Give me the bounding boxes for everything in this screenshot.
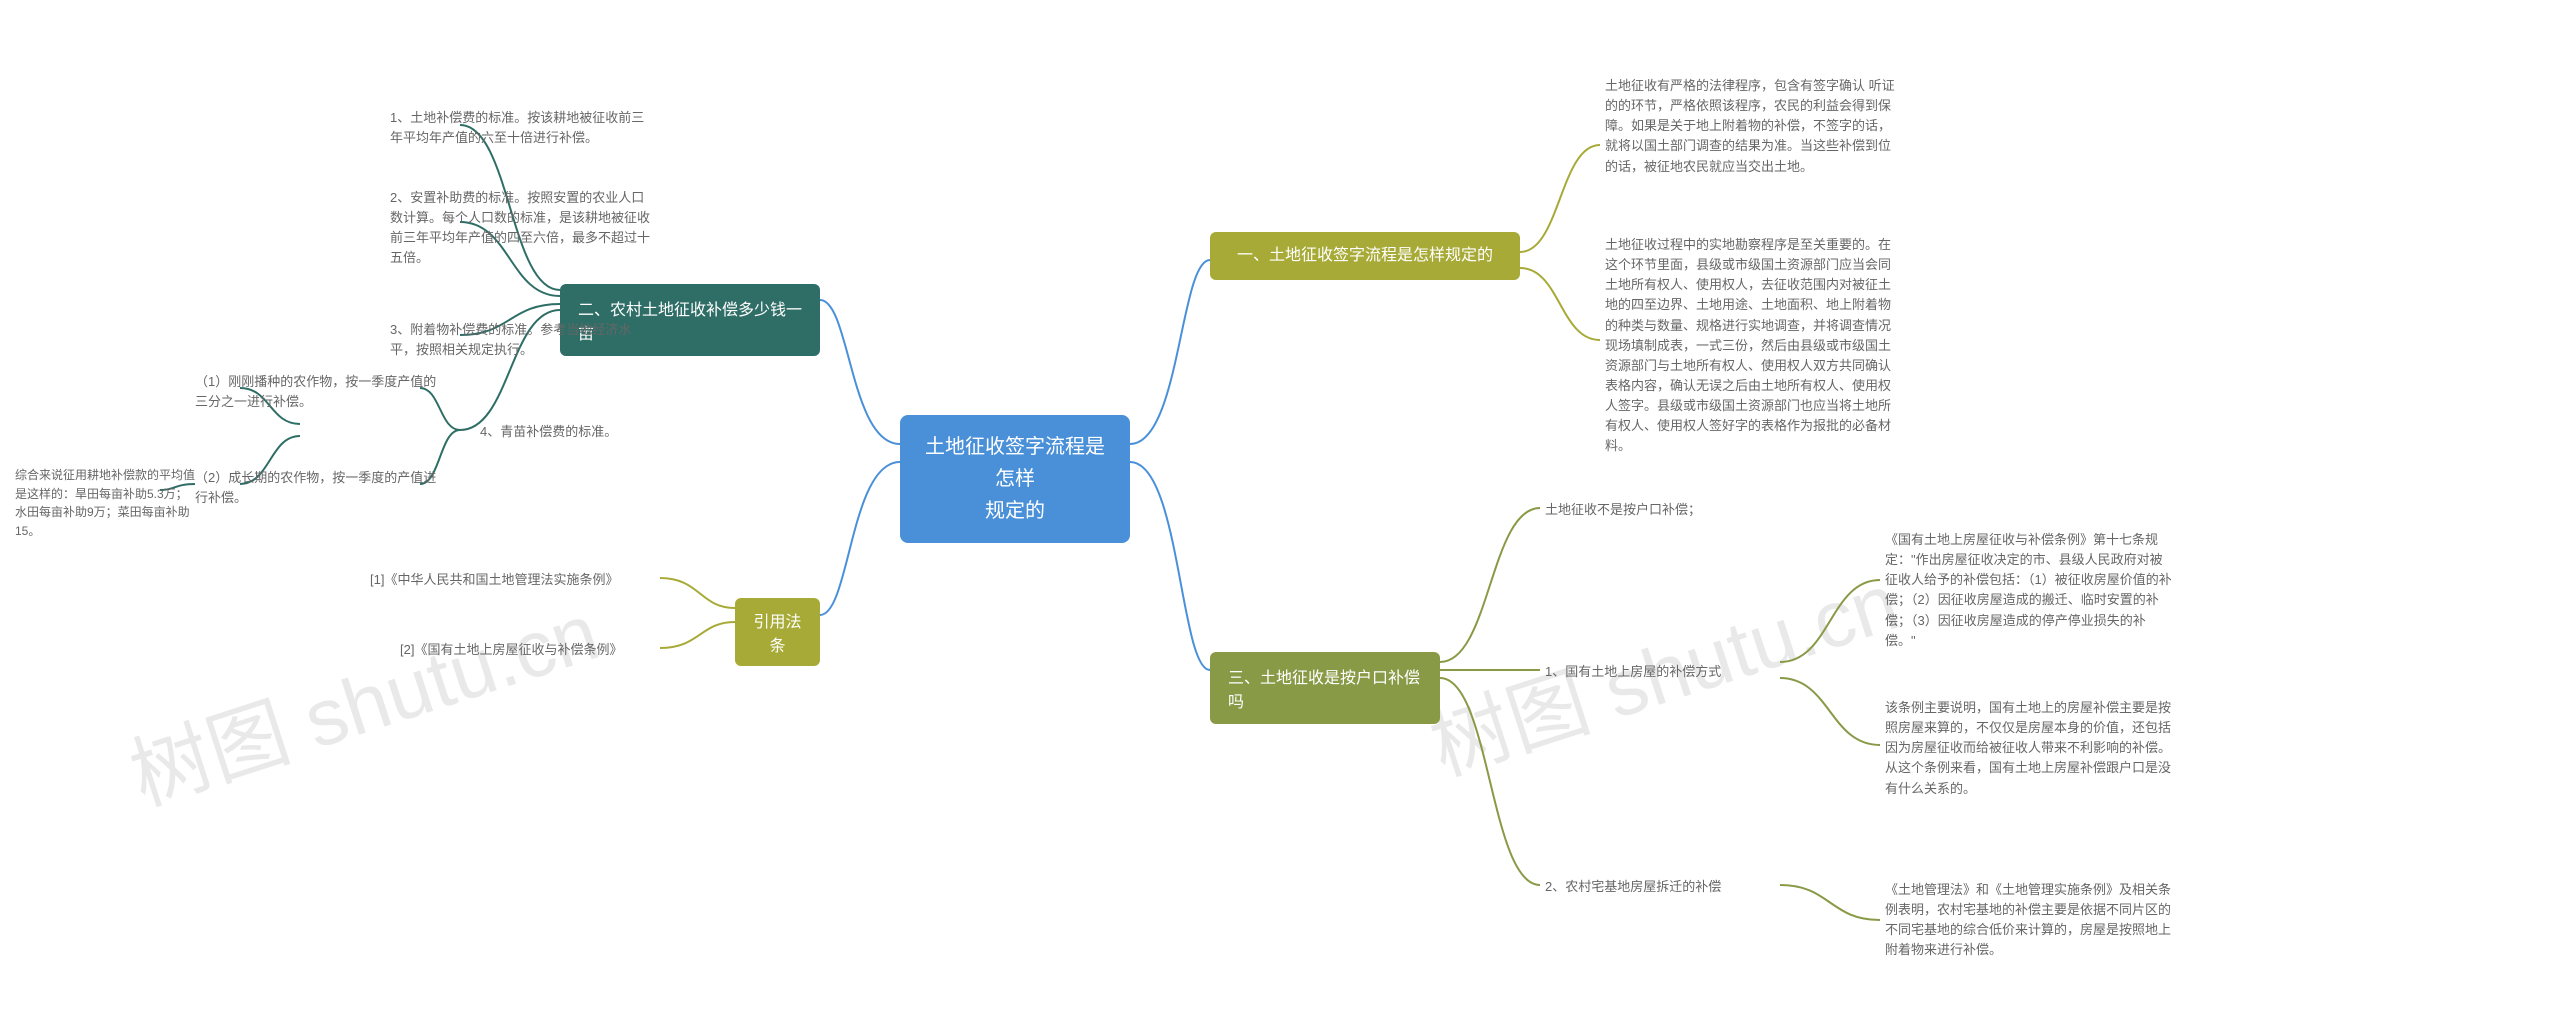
s2-l4-c1b: （1）刚刚播种的农作物，按一季度产值的三分之一进行补偿。: [195, 372, 445, 412]
section-3-label: 三、土地征收是按户口补偿吗: [1228, 664, 1422, 712]
section-3: 三、土地征收是按户口补偿吗: [1210, 652, 1440, 724]
s2-l4-c2b: （2）成长期的农作物，按一季度的产值进行补偿。: [195, 468, 445, 508]
s3-leaf-3-label: 2、农村宅基地房屋拆迁的补偿: [1545, 877, 1721, 897]
s2-l4-c2-c1b: 综合来说征用耕地补偿款的平均值是这样的：旱田每亩补助5.3万；水田每亩补助9万；…: [15, 466, 195, 540]
connectors-left-extra: [0, 0, 2560, 1033]
s3-leaf-2-label: 1、国有土地上房屋的补偿方式: [1545, 662, 1721, 682]
s1-leaf-1: 土地征收有严格的法律程序，包含有签字确认 听证的的环节，严格依照该程序，农民的利…: [1605, 76, 1895, 177]
s1-leaf-2: 土地征收过程中的实地勘察程序是至关重要的。在这个环节里面，县级或市级国土资源部门…: [1605, 235, 1895, 457]
s3-leaf-2-child-1: 《国有土地上房屋征收与补偿条例》第十七条规定："作出房屋征收决定的市、县级人民政…: [1885, 530, 2175, 651]
section-1-label: 一、土地征收签字流程是怎样规定的: [1237, 244, 1493, 268]
watermark: 树图 shutu.cn: [114, 568, 611, 828]
root-node: 土地征收签字流程是怎样 规定的: [900, 415, 1130, 543]
s3-leaf-1: 土地征收不是按户口补偿；: [1545, 500, 1701, 520]
s3-leaf-2-child-2: 该条例主要说明，国有土地上的房屋补偿主要是按照房屋来算的，不仅仅是房屋本身的价值…: [1885, 698, 2175, 799]
s2-leaf-3b: 3、附着物补偿费的标准。参考当地经济水平，按照相关规定执行。: [390, 320, 650, 360]
section-4-label: 引用法条: [753, 608, 802, 656]
s2-leaf-4b: 4、青苗补偿费的标准。: [480, 422, 617, 442]
section-1: 一、土地征收签字流程是怎样规定的: [1210, 232, 1520, 280]
connectors: [0, 0, 2560, 1033]
s4-leaf-2: [2]《国有土地上房屋征收与补偿条例》: [400, 640, 622, 660]
section-4: 引用法条: [735, 598, 820, 666]
s4-leaf-1: [1]《中华人民共和国土地管理法实施条例》: [370, 570, 618, 590]
s2-leaf-2b: 2、安置补助费的标准。按照安置的农业人口数计算。每个人口数的标准，是该耕地被征收…: [390, 188, 650, 269]
s2-leaf-1b: 1、土地补偿费的标准。按该耕地被征收前三年平均年产值的六至十倍进行补偿。: [390, 108, 650, 148]
s3-leaf-3-child-1: 《土地管理法》和《土地管理实施条例》及相关条例表明，农村宅基地的补偿主要是依据不…: [1885, 880, 2175, 961]
root-text: 土地征收签字流程是怎样 规定的: [920, 431, 1110, 527]
